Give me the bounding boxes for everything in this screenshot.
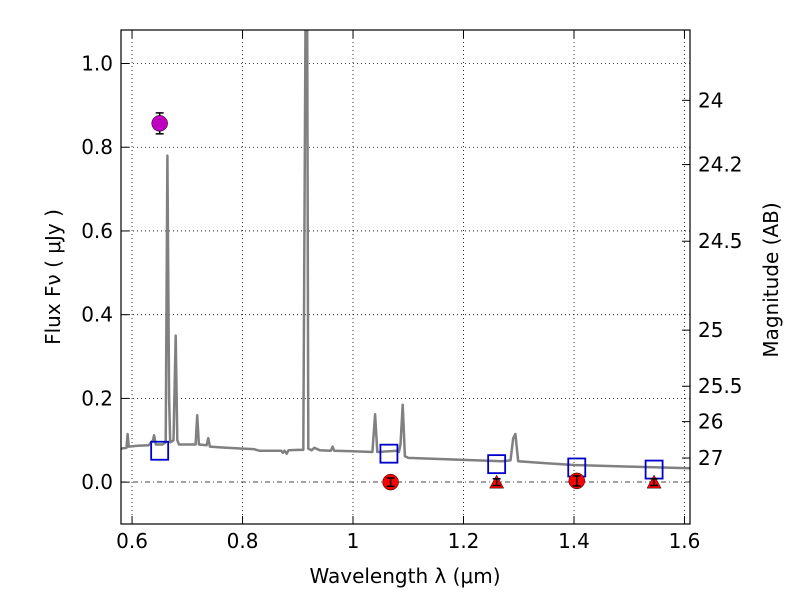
- y-tick-label: 0.8: [81, 135, 113, 159]
- mag-tick-label: 25: [698, 318, 723, 342]
- mag-tick-label: 24.5: [698, 229, 743, 253]
- x-tick-label: 1: [347, 529, 360, 553]
- x-tick-label: 1.2: [448, 529, 480, 553]
- x-axis-title: Wavelength λ (μm): [309, 564, 500, 588]
- ticks: 0.6 0.8 1 1.2 1.4 1.6 0.0 0.2 0.4 0.6 0.8 1.0 24 24.2…: [81, 30, 743, 553]
- y-tick-label: 0.6: [81, 219, 113, 243]
- mag-tick-label: 27: [698, 446, 723, 470]
- y-tick-label: 0.2: [81, 386, 113, 410]
- mag-tick-label: 26: [698, 410, 723, 434]
- spectrum-line: [121, 30, 690, 470]
- x-tick-label: 1.4: [558, 529, 590, 553]
- plot-frame: [120, 29, 691, 525]
- model-photometry-square: [487, 454, 507, 475]
- x-tick-label: 0.8: [227, 529, 259, 553]
- y-tick-label: 0.4: [81, 303, 113, 327]
- mag-tick-label: 24: [698, 88, 723, 112]
- y-tick-label: 1.0: [81, 51, 113, 75]
- markers: [150, 112, 664, 491]
- x-tick-label: 0.6: [116, 529, 148, 553]
- y-axis-title: Flux Fν ( μJy ): [41, 209, 65, 345]
- y-axis-right-title: Magnitude (AB): [759, 202, 783, 357]
- y-tick-label: 0.0: [81, 470, 113, 494]
- model-photometry-square: [379, 443, 399, 464]
- x-tick-label: 1.6: [669, 529, 701, 553]
- detection-point: [151, 115, 168, 132]
- model-photometry-square: [150, 440, 170, 461]
- mag-tick-label: 24.2: [698, 153, 743, 177]
- mag-tick-label: 25.5: [698, 374, 743, 398]
